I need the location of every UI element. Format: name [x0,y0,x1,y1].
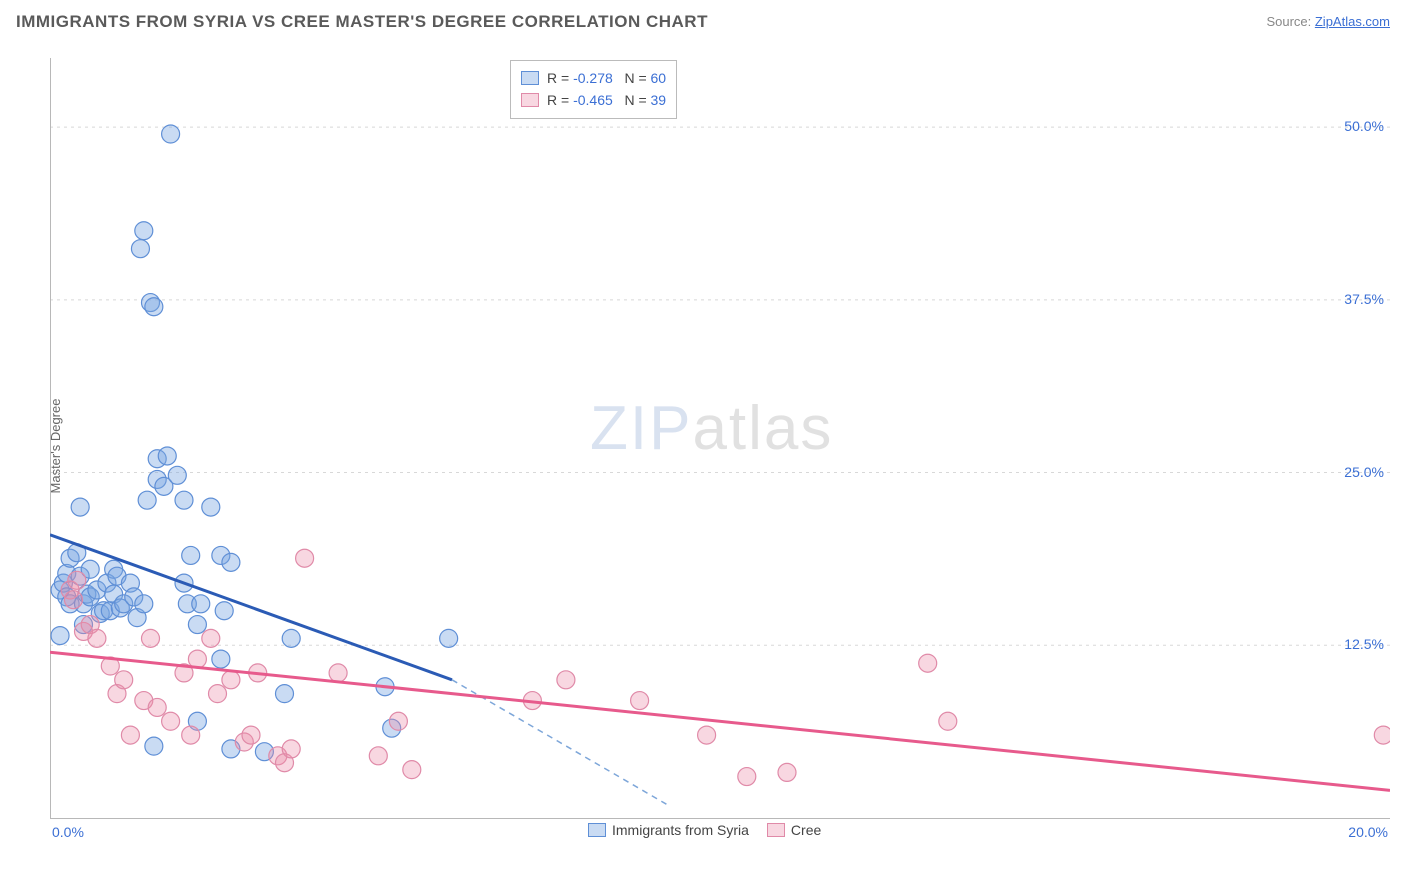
x-tick-label: 0.0% [52,824,84,840]
y-tick-label: 12.5% [1344,636,1384,652]
legend-row-syria: R = -0.278 N = 60 [521,67,666,89]
legend-n-value: 39 [651,92,667,108]
y-tick-label: 25.0% [1344,464,1384,480]
legend-n-value: 60 [651,70,667,86]
legend-row-cree: R = -0.465 N = 39 [521,89,666,111]
page-title: IMMIGRANTS FROM SYRIA VS CREE MASTER'S D… [16,12,708,31]
legend-r-label: R = [547,92,573,108]
scatter-plot: ZIPatlas R = -0.278 N = 60R = -0.465 N =… [50,58,1390,844]
legend-r-value: -0.278 [573,70,613,86]
source-prefix: Source: [1266,14,1314,29]
legend-correlation-box: R = -0.278 N = 60R = -0.465 N = 39 [510,60,677,119]
legend-series: Immigrants from Syria Cree [570,822,821,838]
legend-n-label: N = [613,92,651,108]
legend-label-cree: Cree [791,822,821,838]
legend-swatch-cree [767,823,785,837]
legend-r-label: R = [547,70,573,86]
y-tick-label: 37.5% [1344,291,1384,307]
legend-label-syria: Immigrants from Syria [612,822,749,838]
legend-n-label: N = [613,70,651,86]
x-tick-label: 20.0% [1348,824,1388,840]
legend-swatch-syria [521,71,539,85]
legend-r-value: -0.465 [573,92,613,108]
source-link[interactable]: ZipAtlas.com [1315,14,1390,29]
legend-swatch-cree [521,93,539,107]
source-attribution: Source: ZipAtlas.com [1266,14,1390,29]
legend-swatch-syria [588,823,606,837]
y-tick-label: 50.0% [1344,118,1384,134]
